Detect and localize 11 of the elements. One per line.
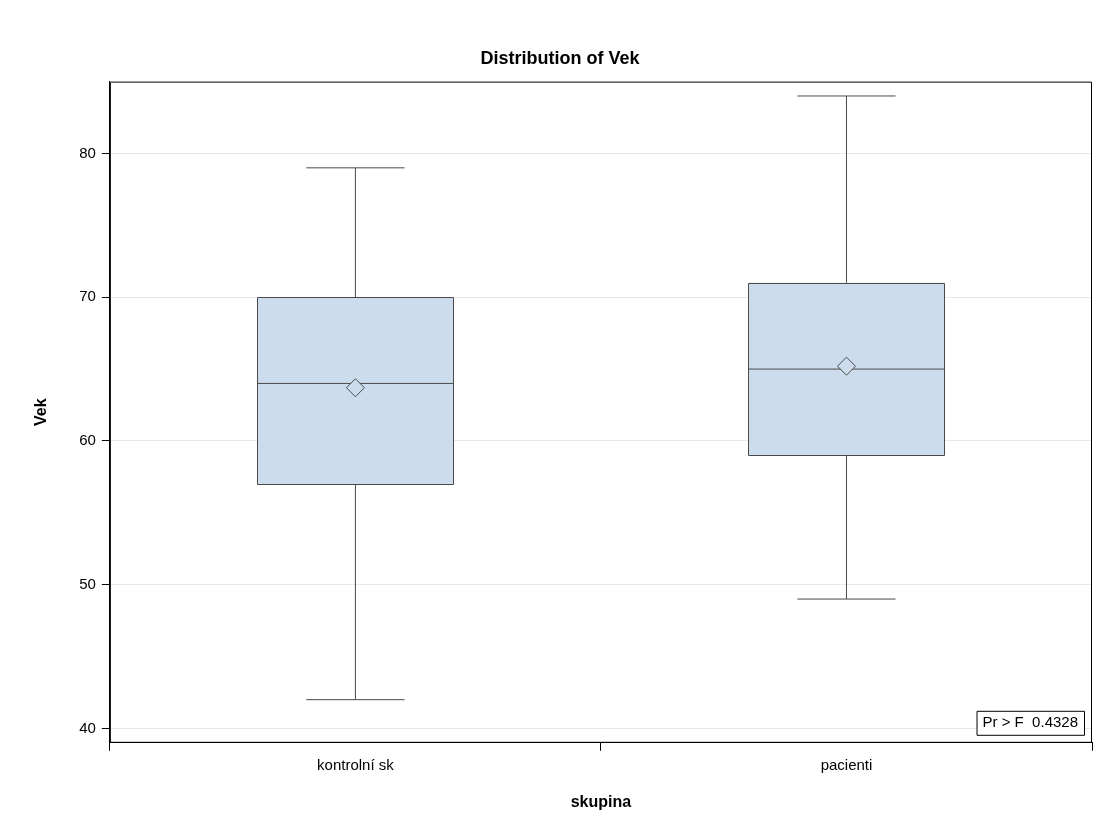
annotation: Pr > F 0.4328 (982, 712, 1079, 730)
y-tick-label: 70 (79, 287, 96, 305)
x-axis-title: skupina (570, 792, 632, 810)
y-tick-label: 80 (79, 143, 96, 161)
y-tick-label: 50 (79, 574, 96, 592)
chart-title: Distribution of Vek (480, 47, 641, 68)
x-tick-label: pacienti (820, 755, 873, 773)
x-tick-label: kontrolní sk (317, 755, 395, 773)
y-tick-label: 60 (79, 431, 96, 449)
y-tick-label: 40 (79, 718, 96, 736)
y-axis-title: Vek (32, 398, 50, 426)
